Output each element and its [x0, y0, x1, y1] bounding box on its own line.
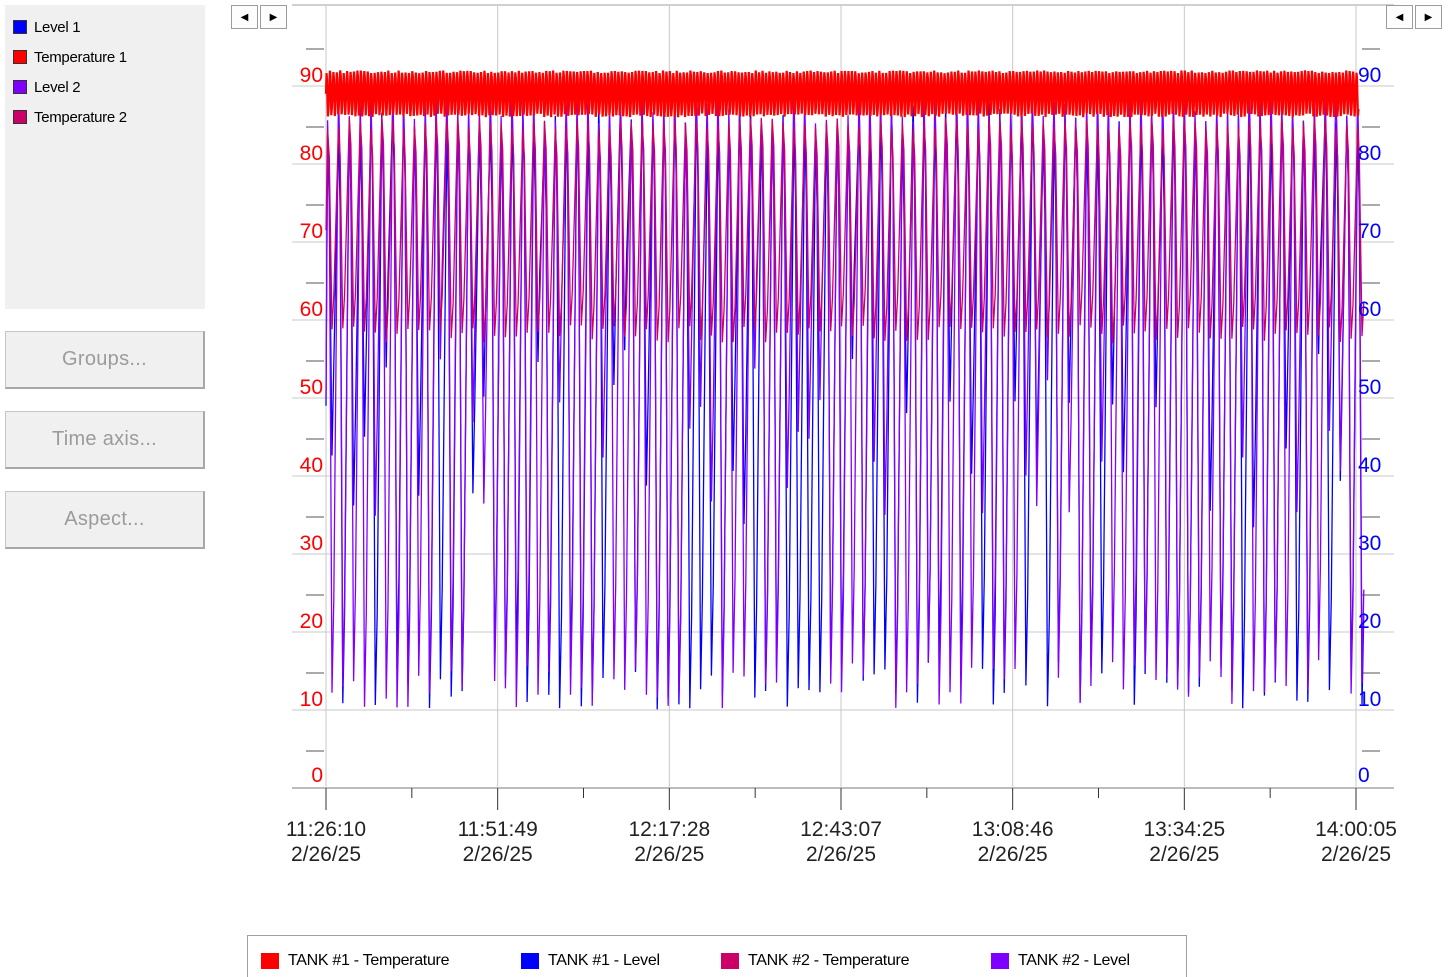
legend-entry-tank1-temperature[interactable]: TANK #1 - Temperature — [261, 952, 449, 970]
scroll-left-arrow-icon[interactable]: ◀ — [231, 5, 258, 29]
series-list-label: Temperature 1 — [34, 48, 127, 66]
series-line-2 — [325, 86, 1365, 709]
left-axis-tick-label: 0 — [311, 764, 323, 787]
legend-entry-tank2-level[interactable]: TANK #2 - Level — [991, 952, 1130, 970]
x-axis-time-label: 11:51:49 — [458, 818, 538, 841]
right-axis-tick-label: 50 — [1358, 376, 1381, 399]
left-axis-tick-label: 10 — [300, 688, 323, 711]
series-list-label: Temperature 2 — [34, 108, 127, 126]
right-axis-tick-label: 90 — [1358, 64, 1381, 87]
legend-label: TANK #2 - Temperature — [748, 952, 910, 969]
right-axis-tick-label: 30 — [1358, 532, 1381, 555]
x-axis-date-label: 2/26/25 — [978, 843, 1048, 866]
right-axis-tick-label: 40 — [1358, 454, 1381, 477]
x-axis-time-label: 12:17:28 — [628, 818, 710, 841]
series-color-swatch — [13, 20, 27, 34]
groups-button[interactable]: Groups... — [5, 331, 205, 389]
right-axis-tick-label: 0 — [1358, 764, 1370, 787]
series-list-item-temperature-2[interactable]: Temperature 2 — [13, 107, 127, 127]
series-color-swatch — [13, 80, 27, 94]
right-scroll-controls: ◀ ▶ — [1386, 5, 1442, 29]
legend-label: TANK #1 - Temperature — [288, 952, 450, 969]
legend-swatch — [261, 953, 279, 969]
scroll-right-arrow-icon[interactable]: ▶ — [260, 5, 287, 29]
left-axis-tick-label: 80 — [300, 142, 323, 165]
x-axis-time-label: 12:43:07 — [800, 818, 882, 841]
x-axis-date-label: 2/26/25 — [806, 843, 876, 866]
legend-label: TANK #1 - Level — [548, 952, 660, 969]
x-axis-time-label: 13:34:25 — [1143, 818, 1225, 841]
x-axis-time-label: 11:26:10 — [286, 818, 366, 841]
series-list-item-level-1[interactable]: Level 1 — [13, 17, 81, 37]
series-list-label: Level 1 — [34, 18, 81, 36]
x-axis-time-label: 14:00:05 — [1315, 818, 1397, 841]
series-list-panel: Level 1 Temperature 1 Level 2 Temperatur… — [5, 5, 205, 309]
x-axis-date-label: 2/26/25 — [463, 843, 533, 866]
left-scroll-controls: ◀ ▶ — [231, 5, 287, 29]
x-axis-date-label: 2/26/25 — [1149, 843, 1219, 866]
left-axis-tick-label: 20 — [300, 610, 323, 633]
x-axis-date-label: 2/26/25 — [291, 843, 361, 866]
left-axis-tick-label: 40 — [300, 454, 323, 477]
series-list-item-temperature-1[interactable]: Temperature 1 — [13, 47, 127, 67]
trend-chart: 0 10 20 30 40 50 60 70 80 90 0 10 20 30 40 50 60 70 80 90 11… — [286, 4, 1397, 866]
left-axis-tick-label: 60 — [300, 298, 323, 321]
legend-swatch — [991, 953, 1009, 969]
right-axis-tick-label: 60 — [1358, 298, 1381, 321]
legend-entry-tank2-temperature[interactable]: TANK #2 - Temperature — [721, 952, 909, 970]
legend-entry-tank1-level[interactable]: TANK #1 - Level — [521, 952, 660, 970]
series-line-3 — [325, 117, 1365, 344]
legend-label: TANK #2 - Level — [1018, 952, 1130, 969]
left-axis-tick-label: 90 — [300, 64, 323, 87]
right-axis-tick-label: 70 — [1358, 220, 1381, 243]
series-color-swatch — [13, 50, 27, 64]
left-axis-tick-label: 50 — [300, 376, 323, 399]
x-axis-date-label: 2/26/25 — [634, 843, 704, 866]
scroll-left-arrow-icon[interactable]: ◀ — [1386, 5, 1413, 29]
right-axis-tick-label: 10 — [1358, 688, 1381, 711]
left-axis-tick-label: 70 — [300, 220, 323, 243]
x-axis-time-label: 13:08:46 — [972, 818, 1054, 841]
series-line-4 — [324, 70, 1360, 118]
series-list-item-level-2[interactable]: Level 2 — [13, 77, 81, 97]
right-axis-tick-label: 20 — [1358, 610, 1381, 633]
right-axis-tick-label: 80 — [1358, 142, 1381, 165]
series-color-swatch — [13, 110, 27, 124]
legend-swatch — [721, 953, 739, 969]
x-axis-date-label: 2/26/25 — [1321, 843, 1391, 866]
chart-legend: TANK #1 - Temperature TANK #1 - Level TA… — [247, 935, 1187, 977]
series-list-label: Level 2 — [34, 78, 81, 96]
legend-swatch — [521, 953, 539, 969]
left-axis-tick-label: 30 — [300, 532, 323, 555]
aspect-button[interactable]: Aspect... — [5, 491, 205, 549]
scroll-right-arrow-icon[interactable]: ▶ — [1415, 5, 1442, 29]
time-axis-button[interactable]: Time axis... — [5, 411, 205, 469]
